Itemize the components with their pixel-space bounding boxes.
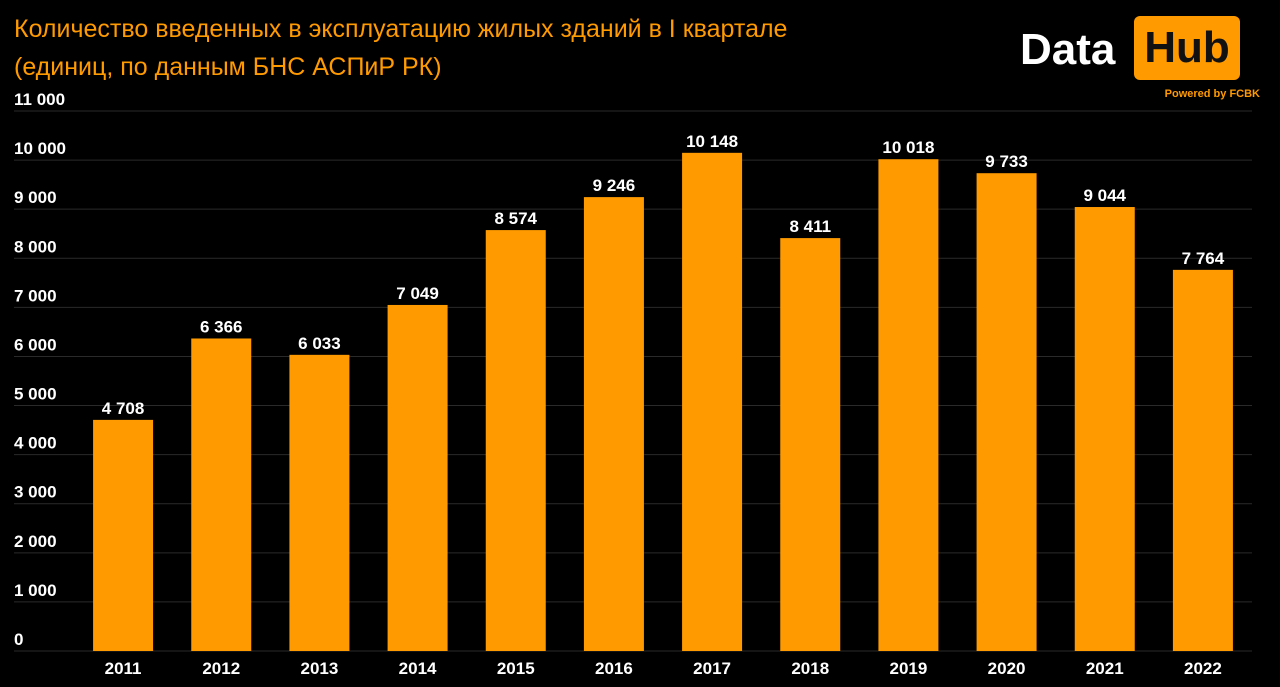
bar-2012	[191, 338, 252, 651]
x-tick-label-2017: 2017	[693, 659, 731, 678]
x-tick-label-2011: 2011	[105, 659, 142, 678]
chart-title-line-1: Количество введенных в эксплуатацию жилы…	[14, 15, 788, 43]
y-tick-label: 5 000	[14, 385, 57, 404]
x-tick-label-2014: 2014	[399, 659, 437, 678]
value-label-2022: 7 764	[1182, 249, 1225, 268]
value-label-2019: 10 018	[882, 138, 934, 157]
y-tick-label: 1 000	[14, 581, 57, 600]
y-axis-ticks: 0 1 000 2 000 3 000 4 000 5 000 6 000 7 000 8 00…	[14, 90, 66, 649]
y-tick-label: 0	[14, 630, 23, 649]
value-label-2020: 9 733	[985, 152, 1028, 171]
bar-2018	[780, 238, 841, 651]
y-tick-label: 11 000	[14, 90, 65, 109]
y-tick-label: 7 000	[14, 286, 57, 305]
value-label-2013: 6 033	[298, 334, 341, 353]
value-label-2021: 9 044	[1083, 186, 1126, 205]
bar-2014	[387, 304, 448, 651]
logo-word-hub: Hub	[1134, 16, 1240, 80]
datahub-logo: Data Hub Powered by FCBK	[1020, 12, 1260, 102]
bar-2011	[93, 419, 154, 651]
x-tick-label-2016: 2016	[595, 659, 633, 678]
y-tick-label: 2 000	[14, 532, 57, 551]
value-label-2011: 4 708	[102, 399, 145, 418]
bars	[93, 152, 1233, 652]
bar-2016	[583, 197, 644, 651]
y-tick-label: 8 000	[14, 237, 57, 256]
value-labels: 4 708 6 366 6 033 7 049 8 574 9 246 10 148 8 41…	[102, 132, 1225, 418]
value-label-2017: 10 148	[686, 132, 738, 151]
x-axis-ticks: 2011 2012 2013 2014 2015 2016 2017 2018 2019 2020…	[105, 659, 1222, 678]
x-tick-label-2018: 2018	[791, 659, 829, 678]
y-tick-label: 9 000	[14, 188, 57, 207]
x-tick-label-2020: 2020	[988, 659, 1026, 678]
logo-powered-by: Powered by FCBK	[1164, 88, 1260, 100]
x-tick-label-2019: 2019	[890, 659, 928, 678]
x-tick-label-2013: 2013	[301, 659, 339, 678]
bar-2017	[682, 152, 743, 652]
value-label-2014: 7 049	[396, 284, 439, 303]
bar-2022	[1172, 269, 1233, 651]
x-tick-label-2022: 2022	[1184, 659, 1222, 678]
y-tick-label: 3 000	[14, 483, 57, 502]
bar-2020	[976, 173, 1037, 651]
value-label-2018: 8 411	[789, 217, 831, 236]
logo-word-data: Data	[1020, 25, 1116, 74]
bar-2019	[878, 159, 939, 651]
y-tick-label: 6 000	[14, 335, 57, 354]
y-tick-label: 10 000	[14, 139, 66, 158]
bar-2015	[485, 230, 546, 651]
value-label-2015: 8 574	[494, 209, 537, 228]
y-tick-label: 4 000	[14, 434, 57, 453]
x-tick-label-2015: 2015	[497, 659, 535, 678]
x-tick-label-2012: 2012	[202, 659, 240, 678]
chart-title: Количество введенных в эксплуатацию жилы…	[14, 10, 934, 86]
chart-title-line-2: (единиц, по данным БНС АСПиР РК)	[14, 53, 442, 81]
value-label-2012: 6 366	[200, 317, 243, 336]
x-tick-label-2021: 2021	[1086, 659, 1124, 678]
value-label-2016: 9 246	[593, 176, 636, 195]
bar-2021	[1074, 207, 1135, 651]
bar-2013	[289, 354, 350, 651]
